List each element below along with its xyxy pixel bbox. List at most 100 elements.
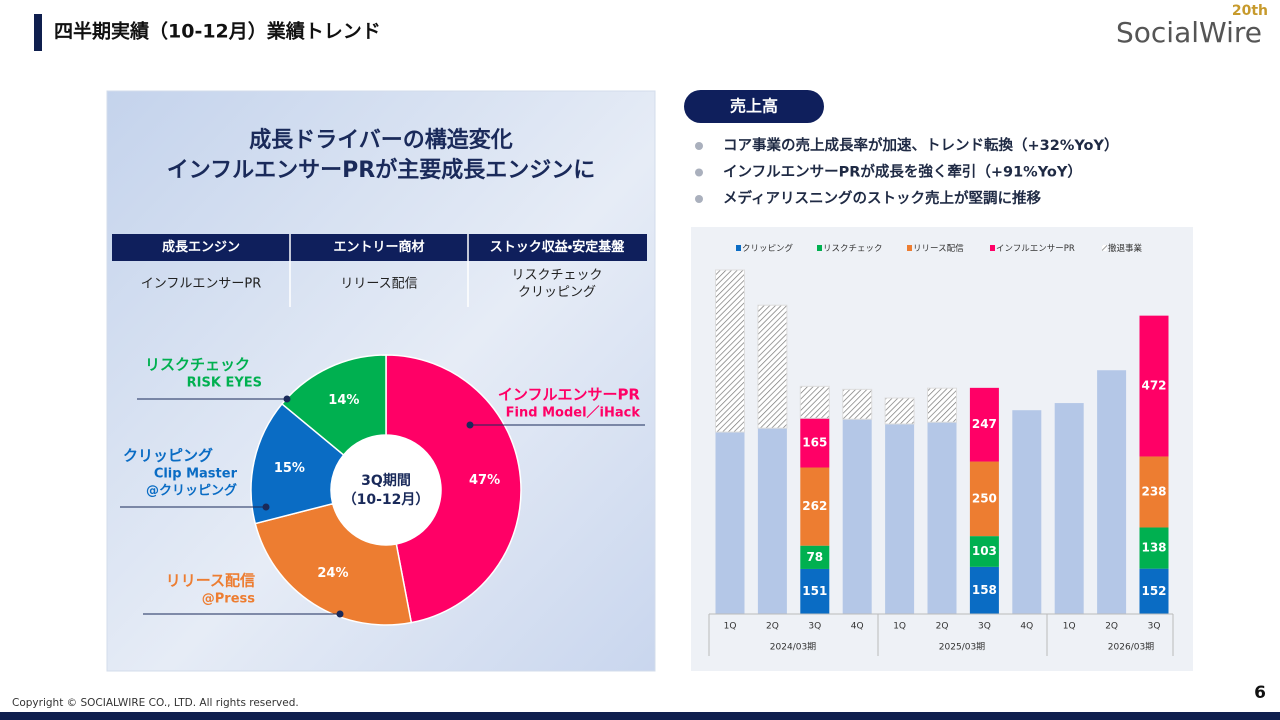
bullet-dot (695, 195, 703, 203)
bar-segment (800, 467, 830, 546)
bullet-dot (695, 142, 703, 150)
bullet: メディアリスニングのストック売上が堅調に推移 (723, 189, 1041, 207)
segment-label: 472 (1141, 379, 1166, 393)
x-tick-label: 3Q (978, 622, 991, 632)
bar-segment (800, 545, 830, 569)
bar-segment (842, 388, 873, 420)
page-title: 四半期実績（10-12月）業績トレンド (54, 20, 381, 43)
bar-segment (757, 428, 787, 614)
legend-label: インフルエンサーPR (996, 244, 1075, 254)
bar-segment (800, 568, 830, 614)
x-tick-label: 4Q (851, 622, 864, 632)
headline: インフルエンサーPRが主要成長エンジンに (167, 157, 595, 183)
callout-sub: Clip Master (154, 467, 238, 482)
slice-label: 47% (469, 473, 500, 488)
table-header-cell: ストック収益・安定基盤 (490, 239, 625, 255)
legend-swatch (1102, 245, 1107, 251)
segment-label: 165 (802, 435, 827, 449)
bar-segment (1139, 527, 1169, 569)
table-header (112, 234, 647, 261)
callout-name: クリッピング (123, 447, 213, 465)
table-header-cell: 成長エンジン (162, 239, 240, 255)
legend-swatch (736, 245, 741, 251)
callout-dot (336, 610, 344, 618)
segment-label: 151 (802, 584, 827, 598)
bar-segment (1054, 403, 1084, 614)
segment-label: 262 (802, 499, 827, 513)
callout-name: リスクチェック (145, 356, 250, 374)
callout-dot (283, 395, 291, 403)
slice-label: 14% (328, 393, 359, 408)
x-tick-label: 2Q (936, 622, 949, 632)
group-label: 2024/03期 (770, 642, 816, 653)
legend-swatch (817, 245, 822, 251)
section-pill (684, 90, 824, 123)
legend-swatch (907, 245, 912, 251)
bar-segment (1139, 315, 1169, 457)
bar-segment (927, 422, 957, 614)
table-cell: クリッピング (518, 285, 596, 300)
callout-dot (262, 503, 270, 511)
logo-badge: 20th (1232, 3, 1268, 19)
table-header-cell: エントリー商材 (333, 239, 424, 255)
bar-segment (715, 432, 745, 614)
x-tick-label: 1Q (1063, 622, 1076, 632)
bullet-dot (695, 168, 703, 177)
x-tick-label: 2Q (766, 622, 779, 632)
bullet: インフルエンサーPRが成長を強く牽引（+91%YoY） (723, 163, 1082, 181)
bar-segment (799, 385, 830, 419)
callout-name: インフルエンサーPR (498, 386, 641, 404)
x-tick-label: 1Q (724, 622, 737, 632)
table-cell: リリース配信 (340, 276, 417, 292)
bar-segment (1139, 568, 1169, 614)
segment-label: 138 (1141, 541, 1166, 555)
legend-label: リリース配信 (913, 243, 964, 254)
bar-segment (969, 566, 999, 614)
group-label: 2026/03期 (1108, 642, 1154, 653)
page-number: 6 (1254, 683, 1266, 703)
x-tick-label: 2Q (1105, 622, 1118, 632)
x-tick-label: 4Q (1020, 622, 1033, 632)
bar-segment (715, 269, 745, 433)
bar-segment (927, 387, 957, 423)
table-cell: インフルエンサーPR (141, 277, 261, 292)
legend-swatch (990, 245, 995, 251)
center-label: 3Q期間 (361, 473, 411, 489)
footer-bar (0, 712, 1280, 720)
legend-label: クリッピング (742, 243, 794, 254)
callout-name: リリース配信 (166, 572, 255, 590)
bar-segment (885, 423, 915, 614)
segment-label: 238 (1141, 484, 1166, 498)
segment-label: 158 (972, 583, 997, 597)
callout-dot (466, 421, 474, 429)
bar-segment (969, 387, 999, 462)
callout-sub: @クリッピング (146, 483, 237, 499)
bar-segment (969, 536, 999, 567)
title-accent (34, 14, 42, 51)
x-tick-label: 1Q (893, 622, 906, 632)
headline: 成長ドライバーの構造変化 (249, 127, 513, 153)
segment-label: 78 (806, 550, 823, 564)
bar-segment (800, 418, 830, 468)
legend-label: リスクチェック (823, 244, 883, 254)
segment-label: 247 (972, 417, 997, 431)
bar-segment (1097, 370, 1127, 614)
slice-label: 15% (274, 461, 305, 476)
bar-segment (969, 461, 999, 537)
donut-hole (331, 435, 441, 545)
segment-label: 152 (1141, 584, 1166, 598)
bar-segment (884, 397, 915, 425)
copyright: Copyright © SOCIALWIRE CO., LTD. All rig… (12, 697, 299, 709)
bar-segment (1139, 456, 1169, 528)
slice-label: 24% (317, 566, 348, 581)
callout-sub: RISK EYES (187, 376, 262, 391)
segment-label: 103 (972, 544, 997, 558)
bullet: コア事業の売上成長率が加速、トレンド転換（+32%YoY） (723, 136, 1118, 154)
bar-segment (757, 304, 788, 429)
x-tick-label: 3Q (1148, 622, 1161, 632)
section-label: 売上高 (730, 97, 778, 116)
bar-segment (1012, 410, 1042, 614)
callout-sub: Find Model／iHack (506, 405, 641, 421)
